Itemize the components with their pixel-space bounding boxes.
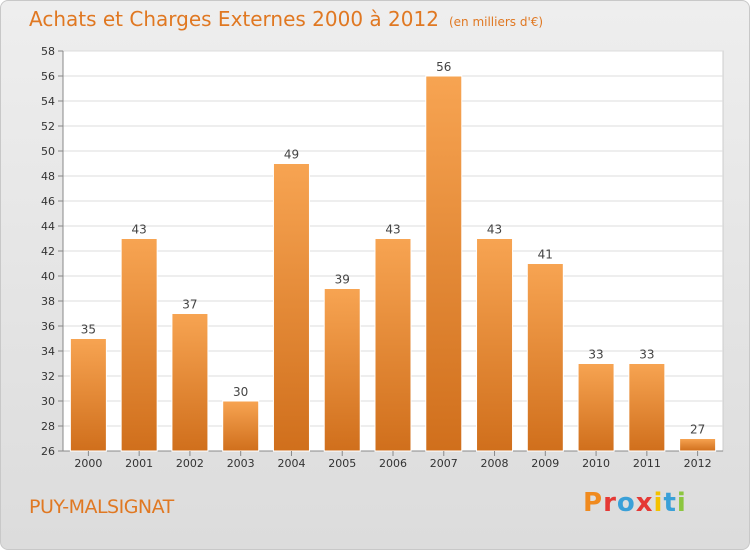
unit-label: (en milliers d'€) [448,15,544,29]
logo-letter: i [653,488,664,518]
x-tick-label: 2006 [379,457,407,470]
y-tick-label: 38 [41,295,55,308]
bar [222,400,260,452]
data-label: 41 [538,248,553,262]
y-tick-label: 32 [41,370,55,383]
data-label: 27 [690,423,705,437]
data-label: 39 [335,273,350,287]
y-tick-label: 44 [41,220,55,233]
bar [425,75,463,452]
y-tick-label: 54 [41,95,55,108]
y-tick-label: 36 [41,320,55,333]
y-tick-label: 48 [41,170,55,183]
y-tick-label: 34 [41,345,55,358]
data-label: 43 [487,223,502,237]
y-tick-label: 42 [41,245,55,258]
bar [526,263,564,452]
x-tick-label: 2000 [74,457,102,470]
x-tick-label: 2008 [481,457,509,470]
bar [679,438,717,452]
x-tick-label: 2007 [430,457,458,470]
data-label: 33 [588,348,603,362]
x-tick-label: 2003 [227,457,255,470]
y-tick-label: 40 [41,270,55,283]
data-label: 56 [436,60,451,74]
y-tick-label: 50 [41,145,55,158]
y-tick-label: 26 [41,445,55,458]
bar [577,363,615,452]
x-tick-label: 2004 [277,457,305,470]
logo-letter: x [635,488,654,518]
data-label: 35 [81,323,96,337]
bar [120,238,158,452]
bar [323,288,361,452]
title-text: Achats et Charges Externes 2000 à 2012 [29,7,439,31]
bar [69,338,107,452]
data-label: 49 [284,148,299,162]
y-tick-label: 56 [41,70,55,83]
logo-letter: i [676,488,687,518]
logo-letter: t [663,488,677,518]
bar [476,238,514,452]
x-tick-label: 2012 [684,457,712,470]
commune-name: PUY-MALSIGNAT [29,496,174,518]
data-label: 33 [639,348,654,362]
data-label: 43 [385,223,400,237]
x-tick-label: 2010 [582,457,610,470]
y-tick-label: 52 [41,120,55,133]
y-tick-label: 58 [41,45,55,58]
data-label: 30 [233,385,248,399]
chart-title: Achats et Charges Externes 2000 à 2012 (e… [29,7,543,31]
logo-letter: o [616,488,636,518]
bar [374,238,412,452]
x-tick-label: 2009 [531,457,559,470]
y-tick-label: 28 [41,420,55,433]
x-tick-label: 2005 [328,457,356,470]
bar [272,163,310,452]
logo-letter: r [603,488,617,518]
x-tick-label: 2001 [125,457,153,470]
data-label: 43 [132,223,147,237]
bar [628,363,666,452]
x-tick-label: 2011 [633,457,661,470]
bar [171,313,209,452]
y-tick-label: 30 [41,395,55,408]
logo-letter: P [583,488,604,518]
data-label: 37 [182,298,197,312]
proxiti-logo: Proxiti [583,488,687,518]
y-tick-label: 46 [41,195,55,208]
x-tick-label: 2002 [176,457,204,470]
